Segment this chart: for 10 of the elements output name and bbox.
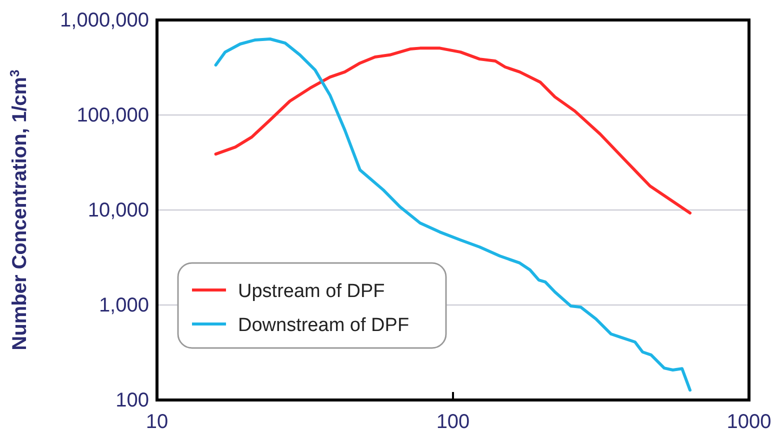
y-tick-label: 100,000 [76, 104, 149, 126]
legend-label: Downstream of DPF [238, 315, 410, 336]
y-tick-label: 1,000 [98, 294, 149, 316]
x-tick-label: 10 [146, 411, 168, 434]
legend-label: Upstream of DPF [238, 281, 385, 302]
y-tick-label: 100 [116, 389, 149, 412]
x-tick-label: 100 [436, 411, 470, 434]
y-tick-label: 1,000,000 [60, 9, 149, 32]
y-tick-label: 10,000 [88, 199, 149, 222]
x-tick-label: 1000 [726, 411, 772, 434]
